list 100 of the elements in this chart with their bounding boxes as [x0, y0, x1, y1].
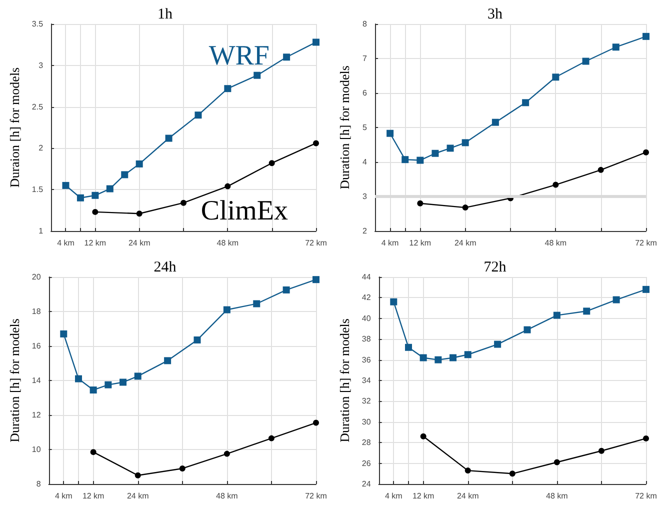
point [643, 149, 649, 156]
point [60, 330, 68, 338]
y-tick-label: 20 [32, 272, 42, 282]
chart-title: 3h [488, 6, 503, 22]
y-tick-label: 18 [32, 307, 42, 316]
x-tick-label: 48 km [216, 492, 238, 500]
point [552, 182, 559, 188]
y-tick-label: 30 [362, 417, 372, 426]
y-tick-label: 24 [362, 480, 372, 488]
point [136, 210, 142, 217]
point [180, 200, 187, 206]
y-tick-label: 2 [38, 144, 44, 153]
point [643, 435, 649, 442]
x-tick-label: 72 km [635, 492, 658, 500]
point [612, 44, 620, 51]
point [90, 449, 96, 456]
series-label: WRF [208, 40, 270, 72]
y-tick-label: 8 [36, 480, 42, 488]
x-tick-label: 4 km [54, 492, 73, 500]
y-tick-label: 2 [362, 226, 368, 236]
y-tick-label: 28 [362, 438, 372, 448]
point [254, 72, 261, 79]
y-tick-label: 1.5 [32, 185, 44, 194]
point [642, 32, 650, 40]
point [402, 156, 409, 164]
y-tick-label: 40 [362, 314, 372, 323]
point [268, 435, 274, 442]
point [104, 381, 112, 388]
y-tick-label: 8 [362, 20, 368, 28]
point [121, 171, 128, 178]
x-tick-label: 24 km [456, 492, 480, 500]
x-tick-label: 4 km [381, 238, 400, 248]
point [313, 140, 319, 146]
point [92, 192, 99, 199]
x-tick-label: 12 km [82, 492, 105, 500]
x-tick-label: 48 km [546, 492, 568, 500]
point [553, 312, 560, 319]
y-tick-label: 7 [362, 54, 368, 63]
point [420, 433, 426, 440]
y-tick-label: 16 [32, 342, 42, 350]
x-tick-label: 72 km [305, 238, 328, 248]
y-tick-label: 14 [32, 376, 42, 385]
point [164, 357, 172, 364]
point [598, 166, 604, 173]
point [253, 300, 260, 308]
y-tick-label: 1 [38, 226, 44, 236]
point [283, 54, 290, 61]
point [134, 472, 141, 478]
point [223, 306, 230, 314]
point [522, 99, 530, 106]
point [446, 144, 454, 152]
y-tick-label: 32 [362, 396, 372, 406]
x-tick-label: 24 km [128, 238, 151, 248]
x-tick-label: 24 km [454, 238, 477, 248]
y-tick-label: 6 [362, 88, 368, 98]
point [224, 183, 231, 190]
series-label: ClimEx [200, 196, 288, 227]
point [598, 448, 604, 454]
point [432, 150, 439, 157]
point [62, 182, 70, 189]
point [416, 156, 424, 164]
y-tick-label: 3 [362, 192, 368, 201]
x-tick-label: 12 km [412, 492, 435, 500]
point [165, 134, 172, 142]
y-tick-label: 42 [362, 293, 372, 302]
point [179, 465, 186, 472]
point [136, 160, 143, 168]
y-tick-label: 4 [362, 158, 368, 166]
point [90, 386, 97, 394]
x-tick-label: 72 km [635, 238, 658, 248]
point [509, 470, 516, 477]
point [404, 344, 412, 351]
y-tick-label: 34 [362, 376, 372, 385]
x-tick-label: 12 km [84, 238, 106, 248]
point [464, 351, 472, 358]
point [224, 85, 232, 92]
x-tick-label: 24 km [126, 492, 150, 500]
point [552, 74, 560, 81]
y-tick-label: 38 [362, 334, 372, 344]
point [464, 468, 471, 474]
x-tick-label: 4 km [57, 238, 75, 248]
point [582, 58, 590, 65]
point [462, 204, 468, 211]
y-axis-title: Duration [h] for models [337, 66, 352, 190]
point [390, 298, 398, 306]
y-tick-label: 12 [32, 410, 42, 420]
point [74, 375, 82, 382]
x-tick-label: 12 km [409, 238, 432, 248]
y-tick-label: 44 [362, 272, 372, 282]
point [492, 118, 499, 126]
point [224, 450, 230, 457]
point [194, 336, 201, 344]
x-tick-label: 48 km [544, 238, 567, 248]
y-axis-title: Duration [h] for models [337, 318, 352, 442]
y-tick-label: 2.5 [32, 102, 44, 112]
y-axis-title: Duraion [h] for models [7, 67, 22, 188]
point [612, 296, 620, 304]
point [120, 378, 127, 386]
point [462, 139, 469, 146]
y-tick-label: 3.5 [32, 20, 44, 28]
